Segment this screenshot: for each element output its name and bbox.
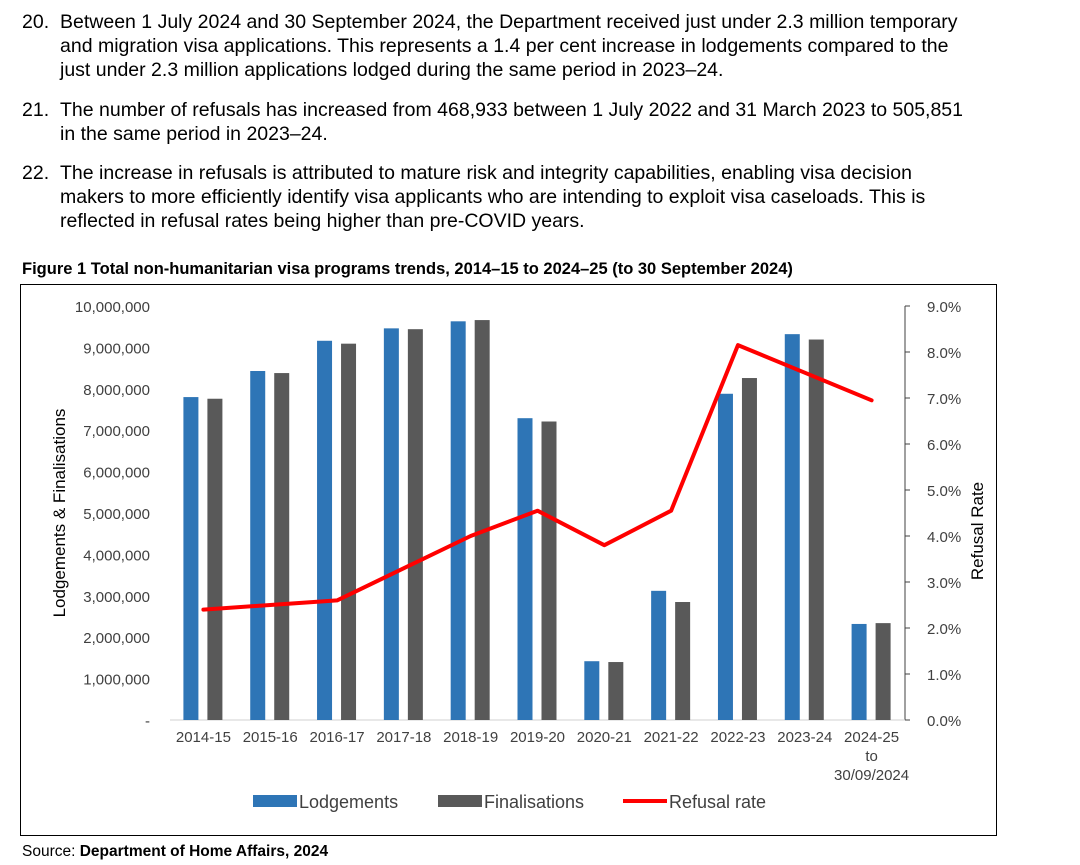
y-tick-label: 4,000,000 bbox=[83, 547, 150, 564]
y2-tick-label: 9.0% bbox=[927, 299, 961, 316]
paragraph-line: Between 1 July 2024 and 30 September 202… bbox=[60, 11, 958, 33]
lodgements-bar bbox=[383, 328, 399, 720]
y-tick-label: 10,000,000 bbox=[75, 299, 150, 316]
paragraph-number: 20. bbox=[22, 11, 50, 33]
finalisations-bar bbox=[207, 398, 223, 720]
paragraph-line: and migration visa applications. This re… bbox=[60, 35, 949, 57]
y2-tick-label: 2.0% bbox=[927, 621, 961, 638]
y-axis-title: Lodgements & Finalisations bbox=[50, 409, 69, 618]
paragraph-number: 21. bbox=[22, 99, 50, 121]
paragraph-text: The number of refusals has increased fro… bbox=[60, 98, 1070, 146]
legend-label: Lodgements bbox=[299, 792, 398, 812]
lodgements-bar bbox=[784, 334, 800, 720]
lodgements-bar bbox=[584, 661, 600, 720]
source-value: Department of Home Affairs, 2024 bbox=[79, 843, 329, 860]
paragraph-20: 20. Between 1 July 2024 and 30 September… bbox=[22, 10, 1072, 82]
paragraph-line: in the same period in 2023–24. bbox=[60, 123, 328, 145]
source-line: Source: Department of Home Affairs, 2024 bbox=[22, 843, 328, 861]
y-tick-label: 6,000,000 bbox=[83, 465, 150, 482]
y2-tick-label: 4.0% bbox=[927, 529, 961, 546]
y-tick-label: 3,000,000 bbox=[83, 589, 150, 606]
x-tick-label: 2017-18 bbox=[376, 729, 431, 746]
paragraph-text: Between 1 July 2024 and 30 September 202… bbox=[60, 10, 1070, 82]
y2-tick-label: 7.0% bbox=[927, 391, 961, 408]
paragraph-21: 21. The number of refusals has increased… bbox=[22, 98, 1072, 146]
y2-tick-label: 3.0% bbox=[927, 575, 961, 592]
lodgements-bar bbox=[851, 623, 867, 720]
finalisations-bar bbox=[675, 602, 691, 720]
paragraph-line: reflected in refusal rates being higher … bbox=[60, 210, 585, 232]
y-tick-label: 5,000,000 bbox=[83, 506, 150, 523]
y2-tick-label: 6.0% bbox=[927, 437, 961, 454]
finalisations-bar bbox=[741, 378, 757, 720]
y2-tick-label: 1.0% bbox=[927, 667, 961, 684]
finalisations-legend-swatch bbox=[438, 795, 482, 807]
lodgements-bar bbox=[450, 321, 466, 720]
y2-tick-label: 0.0% bbox=[927, 713, 961, 730]
lodgements-bar bbox=[183, 397, 199, 720]
lodgements-bar bbox=[517, 418, 533, 720]
x-tick-label: 2021-22 bbox=[644, 729, 699, 746]
figure-title: Figure 1 Total non-humanitarian visa pro… bbox=[22, 260, 793, 278]
x-tick-label: 2018-19 bbox=[443, 729, 498, 746]
x-tick-label: 2014-15 bbox=[176, 729, 231, 746]
finalisations-bar bbox=[608, 662, 624, 720]
legend-label: Finalisations bbox=[484, 792, 584, 812]
paragraph-22: 22. The increase in refusals is attribut… bbox=[22, 161, 1072, 233]
y-tick-label: 9,000,000 bbox=[83, 340, 150, 357]
lodgements-bar bbox=[317, 340, 333, 720]
finalisations-bar bbox=[341, 343, 357, 720]
paragraph-line: The number of refusals has increased fro… bbox=[60, 99, 963, 121]
y-tick-label: 2,000,000 bbox=[83, 630, 150, 647]
y-tick-label: 8,000,000 bbox=[83, 382, 150, 399]
y2-tick-label: 5.0% bbox=[927, 483, 961, 500]
legend-label: Refusal rate bbox=[669, 792, 766, 812]
finalisations-bar bbox=[274, 373, 290, 720]
finalisations-bar bbox=[875, 623, 891, 720]
finalisations-bar bbox=[808, 339, 824, 720]
y2-axis-title: Refusal Rate bbox=[968, 482, 987, 580]
paragraph-text: The increase in refusals is attributed t… bbox=[60, 161, 1070, 233]
x-tick-label: 2016-17 bbox=[310, 729, 365, 746]
finalisations-bar bbox=[541, 421, 557, 720]
x-tick-label: 2019-20 bbox=[510, 729, 565, 746]
finalisations-bar bbox=[407, 329, 423, 720]
x-tick-label: 2015-16 bbox=[243, 729, 298, 746]
chart-svg: - 1,000,000 2,000,000 3,000,000 4,000,000 5,0… bbox=[50, 299, 987, 812]
x-tick-label: 2024-25 to 30/09/2024 bbox=[834, 729, 909, 784]
paragraph-number: 22. bbox=[22, 162, 50, 184]
paragraph-line: makers to more efficiently identify visa… bbox=[60, 186, 926, 208]
lodgements-bar bbox=[651, 590, 667, 720]
y-tick-label: 1,000,000 bbox=[83, 672, 150, 689]
paragraph-line: just under 2.3 million applications lodg… bbox=[60, 59, 724, 81]
x-tick-label: 2020-21 bbox=[577, 729, 632, 746]
lodgements-bar bbox=[717, 393, 733, 720]
x-tick-label: 2023-24 bbox=[777, 729, 832, 746]
lodgements-legend-swatch bbox=[253, 795, 297, 807]
x-tick-label: 2022-23 bbox=[710, 729, 765, 746]
source-label: Source: bbox=[22, 843, 80, 860]
chart-frame bbox=[20, 284, 997, 836]
refusal-rate-line bbox=[201, 343, 874, 612]
y2-tick-label: 8.0% bbox=[927, 345, 961, 362]
lodgements-bar bbox=[250, 370, 266, 720]
y-tick-label: 7,000,000 bbox=[83, 423, 150, 440]
paragraph-line: The increase in refusals is attributed t… bbox=[60, 162, 912, 184]
y-tick-label: - bbox=[145, 713, 150, 730]
finalisations-bar bbox=[474, 320, 490, 720]
